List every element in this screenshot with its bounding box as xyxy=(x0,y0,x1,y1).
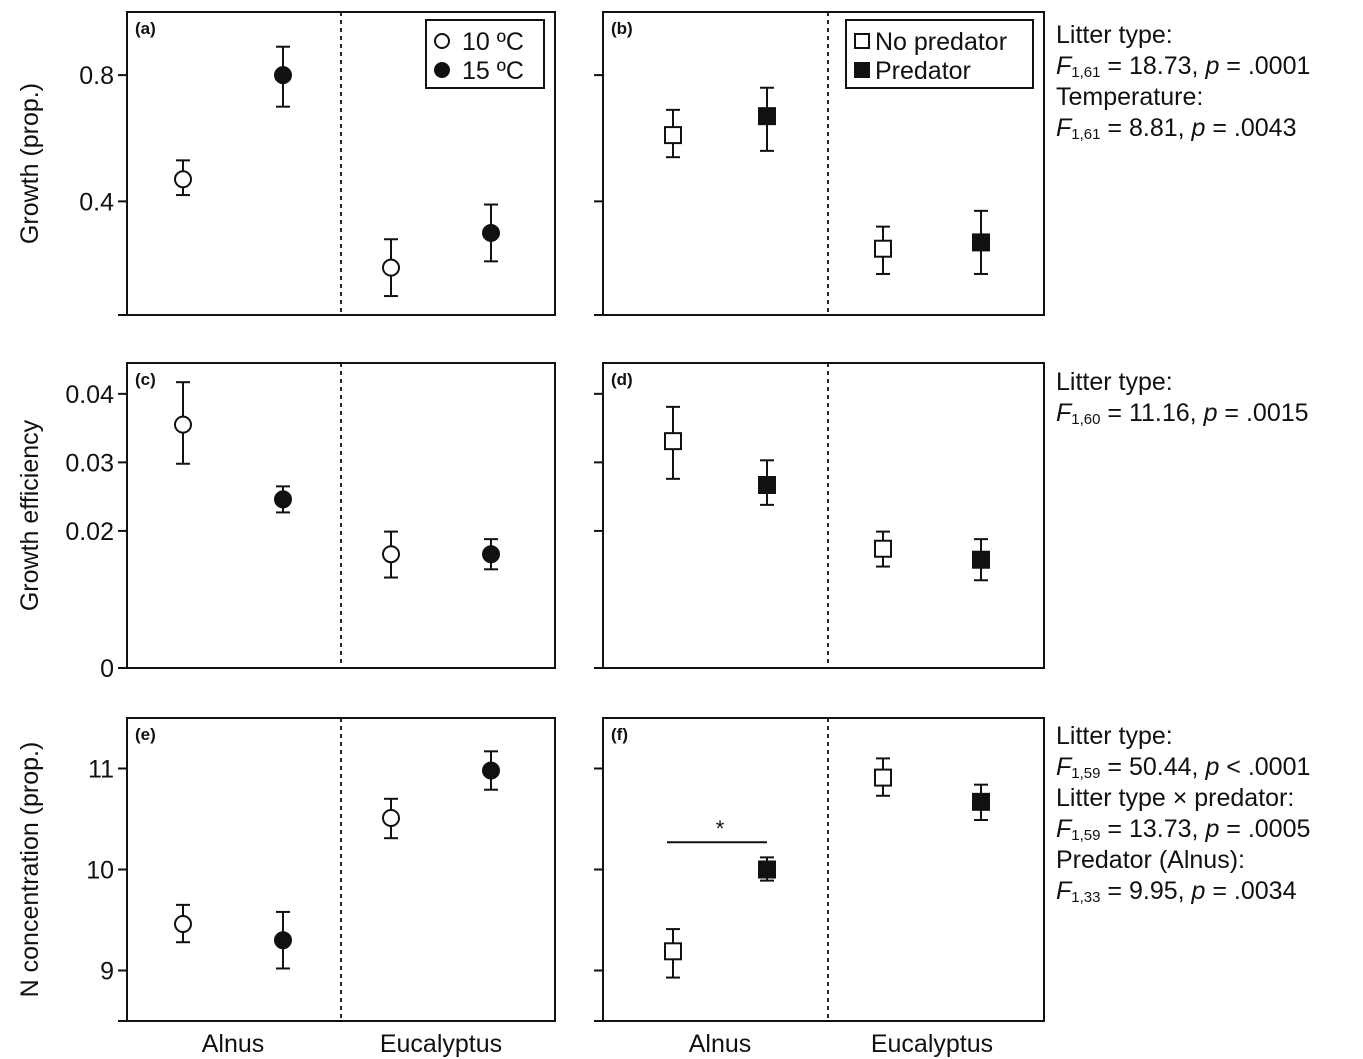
y-tick-label: 0.4 xyxy=(79,188,114,216)
plot-frame xyxy=(602,362,1045,669)
y-tick-label: 11 xyxy=(88,756,114,784)
stat-value: F1,61 = 18.73, p = .0001 xyxy=(1056,52,1311,81)
stat-value: F1,59 = 13.73, p = .0005 xyxy=(1056,815,1311,844)
data-point xyxy=(758,107,776,126)
x-tick-label: Eucalyptus xyxy=(380,1030,502,1058)
stat-label: Litter type: xyxy=(1056,368,1173,396)
y-tick-label: 10 xyxy=(86,857,114,885)
panel-label: (e) xyxy=(135,725,156,744)
data-point xyxy=(874,239,892,258)
data-point xyxy=(482,545,500,564)
data-point xyxy=(972,792,990,811)
panel-label: (a) xyxy=(135,19,156,38)
plot-frame xyxy=(602,11,1045,316)
y-axis-label: Growth (prop.) xyxy=(16,83,44,244)
stat-value: F1,61 = 8.81, p = .0043 xyxy=(1056,114,1297,143)
stats-row2: Litter type: F1,60 = 11.16, p = .0015 xyxy=(1056,367,1309,429)
stats-row1: Litter type: F1,61 = 18.73, p = .0001 Te… xyxy=(1056,20,1310,144)
y-tick-label: 0.03 xyxy=(65,449,114,477)
stat-value: F1,60 = 11.16, p = .0015 xyxy=(1056,399,1309,428)
data-point xyxy=(274,490,292,509)
legend-label: 15 ºC xyxy=(462,57,524,85)
panel-f: (f) * xyxy=(594,717,1045,1022)
y-axis-label: N concentration (prop.) xyxy=(16,742,44,998)
legend-marker xyxy=(434,33,450,49)
y-tick-label: 0.02 xyxy=(65,518,114,546)
data-point xyxy=(382,808,400,827)
data-point xyxy=(758,860,776,879)
legend-box xyxy=(845,19,1034,89)
y-tick-label: 0 xyxy=(100,655,114,683)
data-point xyxy=(874,539,892,558)
stat-label: Litter type: xyxy=(1056,21,1173,49)
data-point xyxy=(664,126,682,145)
y-axis-label: Growth efficiency xyxy=(16,419,44,611)
panel-d: (d) xyxy=(594,362,1045,669)
y-tick-label: 0.8 xyxy=(79,62,114,90)
stat-value: F1,33 = 9.95, p = .0034 xyxy=(1056,877,1297,906)
legend-label: 10 ºC xyxy=(462,28,524,56)
panel-c: 0 0.02 0.03 0.04 Growth efficiency (c) xyxy=(16,362,556,683)
y-tick-label: 9 xyxy=(100,958,114,986)
significance-star: * xyxy=(716,816,725,841)
legend-label: Predator xyxy=(875,57,971,85)
panel-label: (b) xyxy=(611,19,633,38)
x-tick-label: Alnus xyxy=(689,1030,752,1058)
panel-e: 9 10 11 N concentration (prop.) (e) xyxy=(16,717,556,1022)
stat-value: F1,59 = 50.44, p < .0001 xyxy=(1056,753,1311,782)
data-point xyxy=(482,223,500,242)
legend-marker xyxy=(854,62,870,78)
data-point xyxy=(174,415,192,434)
data-point xyxy=(274,66,292,85)
data-point xyxy=(664,432,682,451)
data-point xyxy=(382,545,400,564)
data-point xyxy=(382,258,400,277)
data-point xyxy=(174,170,192,189)
legend-label: No predator xyxy=(875,28,1007,56)
stat-label: Predator (Alnus): xyxy=(1056,846,1245,874)
panel-label: (d) xyxy=(611,370,633,389)
y-tick-label: 0.04 xyxy=(65,381,114,409)
panel-label: (c) xyxy=(135,370,156,389)
legend-marker xyxy=(434,62,450,78)
x-tick-label: Eucalyptus xyxy=(871,1030,993,1058)
stats-row3: Litter type: F1,59 = 50.44, p < .0001 Li… xyxy=(1056,721,1310,907)
data-point xyxy=(274,931,292,950)
data-point xyxy=(664,942,682,961)
data-point xyxy=(482,761,500,780)
panel-label: (f) xyxy=(611,725,628,744)
stat-label: Litter type × predator: xyxy=(1056,784,1295,812)
data-point xyxy=(972,550,990,569)
data-point xyxy=(874,768,892,787)
data-point xyxy=(174,915,192,934)
data-point xyxy=(758,476,776,494)
data-point xyxy=(972,233,990,252)
stat-label: Litter type: xyxy=(1056,722,1173,750)
x-tick-label: Alnus xyxy=(202,1030,265,1058)
legend-marker xyxy=(854,33,870,49)
plot-frame xyxy=(602,717,1045,1022)
stat-label: Temperature: xyxy=(1056,83,1204,111)
